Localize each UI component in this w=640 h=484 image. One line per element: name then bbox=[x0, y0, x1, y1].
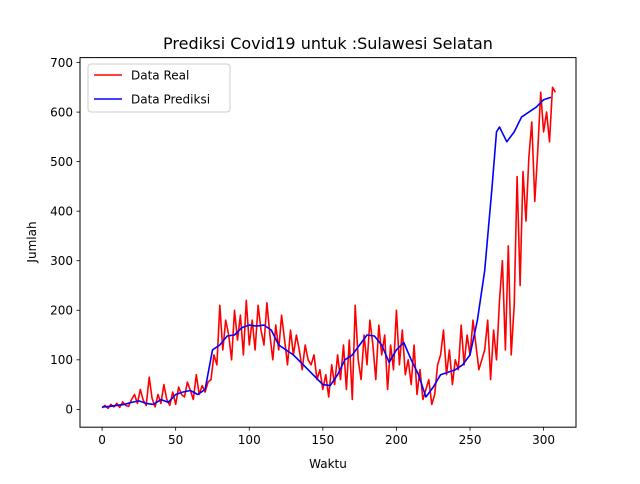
legend-frame bbox=[87, 63, 231, 113]
x-tick-label: 200 bbox=[385, 433, 408, 447]
x-tick-label: 150 bbox=[311, 433, 334, 447]
y-tick-label: 100 bbox=[50, 353, 73, 367]
chart-title: Prediksi Covid19 untuk :Sulawesi Selatan bbox=[163, 34, 493, 53]
x-tick-label: 0 bbox=[98, 433, 106, 447]
x-axis-label: Waktu bbox=[309, 457, 347, 471]
y-tick-label: 200 bbox=[50, 304, 73, 318]
series-line-data-prediksi bbox=[102, 96, 552, 408]
y-tick-label: 300 bbox=[50, 254, 73, 268]
legend-label-data-prediksi: Data Prediksi bbox=[131, 93, 210, 107]
x-tick-label: 50 bbox=[168, 433, 183, 447]
y-tick-label: 600 bbox=[50, 105, 73, 119]
series-line-data-real bbox=[101, 86, 557, 410]
x-tick-label: 250 bbox=[459, 433, 482, 447]
y-tick-label: 0 bbox=[65, 403, 73, 417]
y-axis: 0 100 200 300 400 500 600 700 bbox=[50, 56, 80, 417]
y-axis-label: Jumlah bbox=[25, 221, 39, 263]
x-axis: 0 50 100 150 200 250 300 bbox=[98, 427, 555, 447]
y-tick-label: 700 bbox=[50, 56, 73, 70]
legend-label-data-real: Data Real bbox=[131, 69, 189, 83]
legend: Data Real Data Prediksi bbox=[87, 63, 231, 113]
x-tick-label: 100 bbox=[238, 433, 261, 447]
plot-frame bbox=[79, 57, 577, 428]
y-tick-label: 400 bbox=[50, 204, 73, 218]
x-tick-label: 300 bbox=[532, 433, 555, 447]
y-tick-label: 500 bbox=[50, 155, 73, 169]
